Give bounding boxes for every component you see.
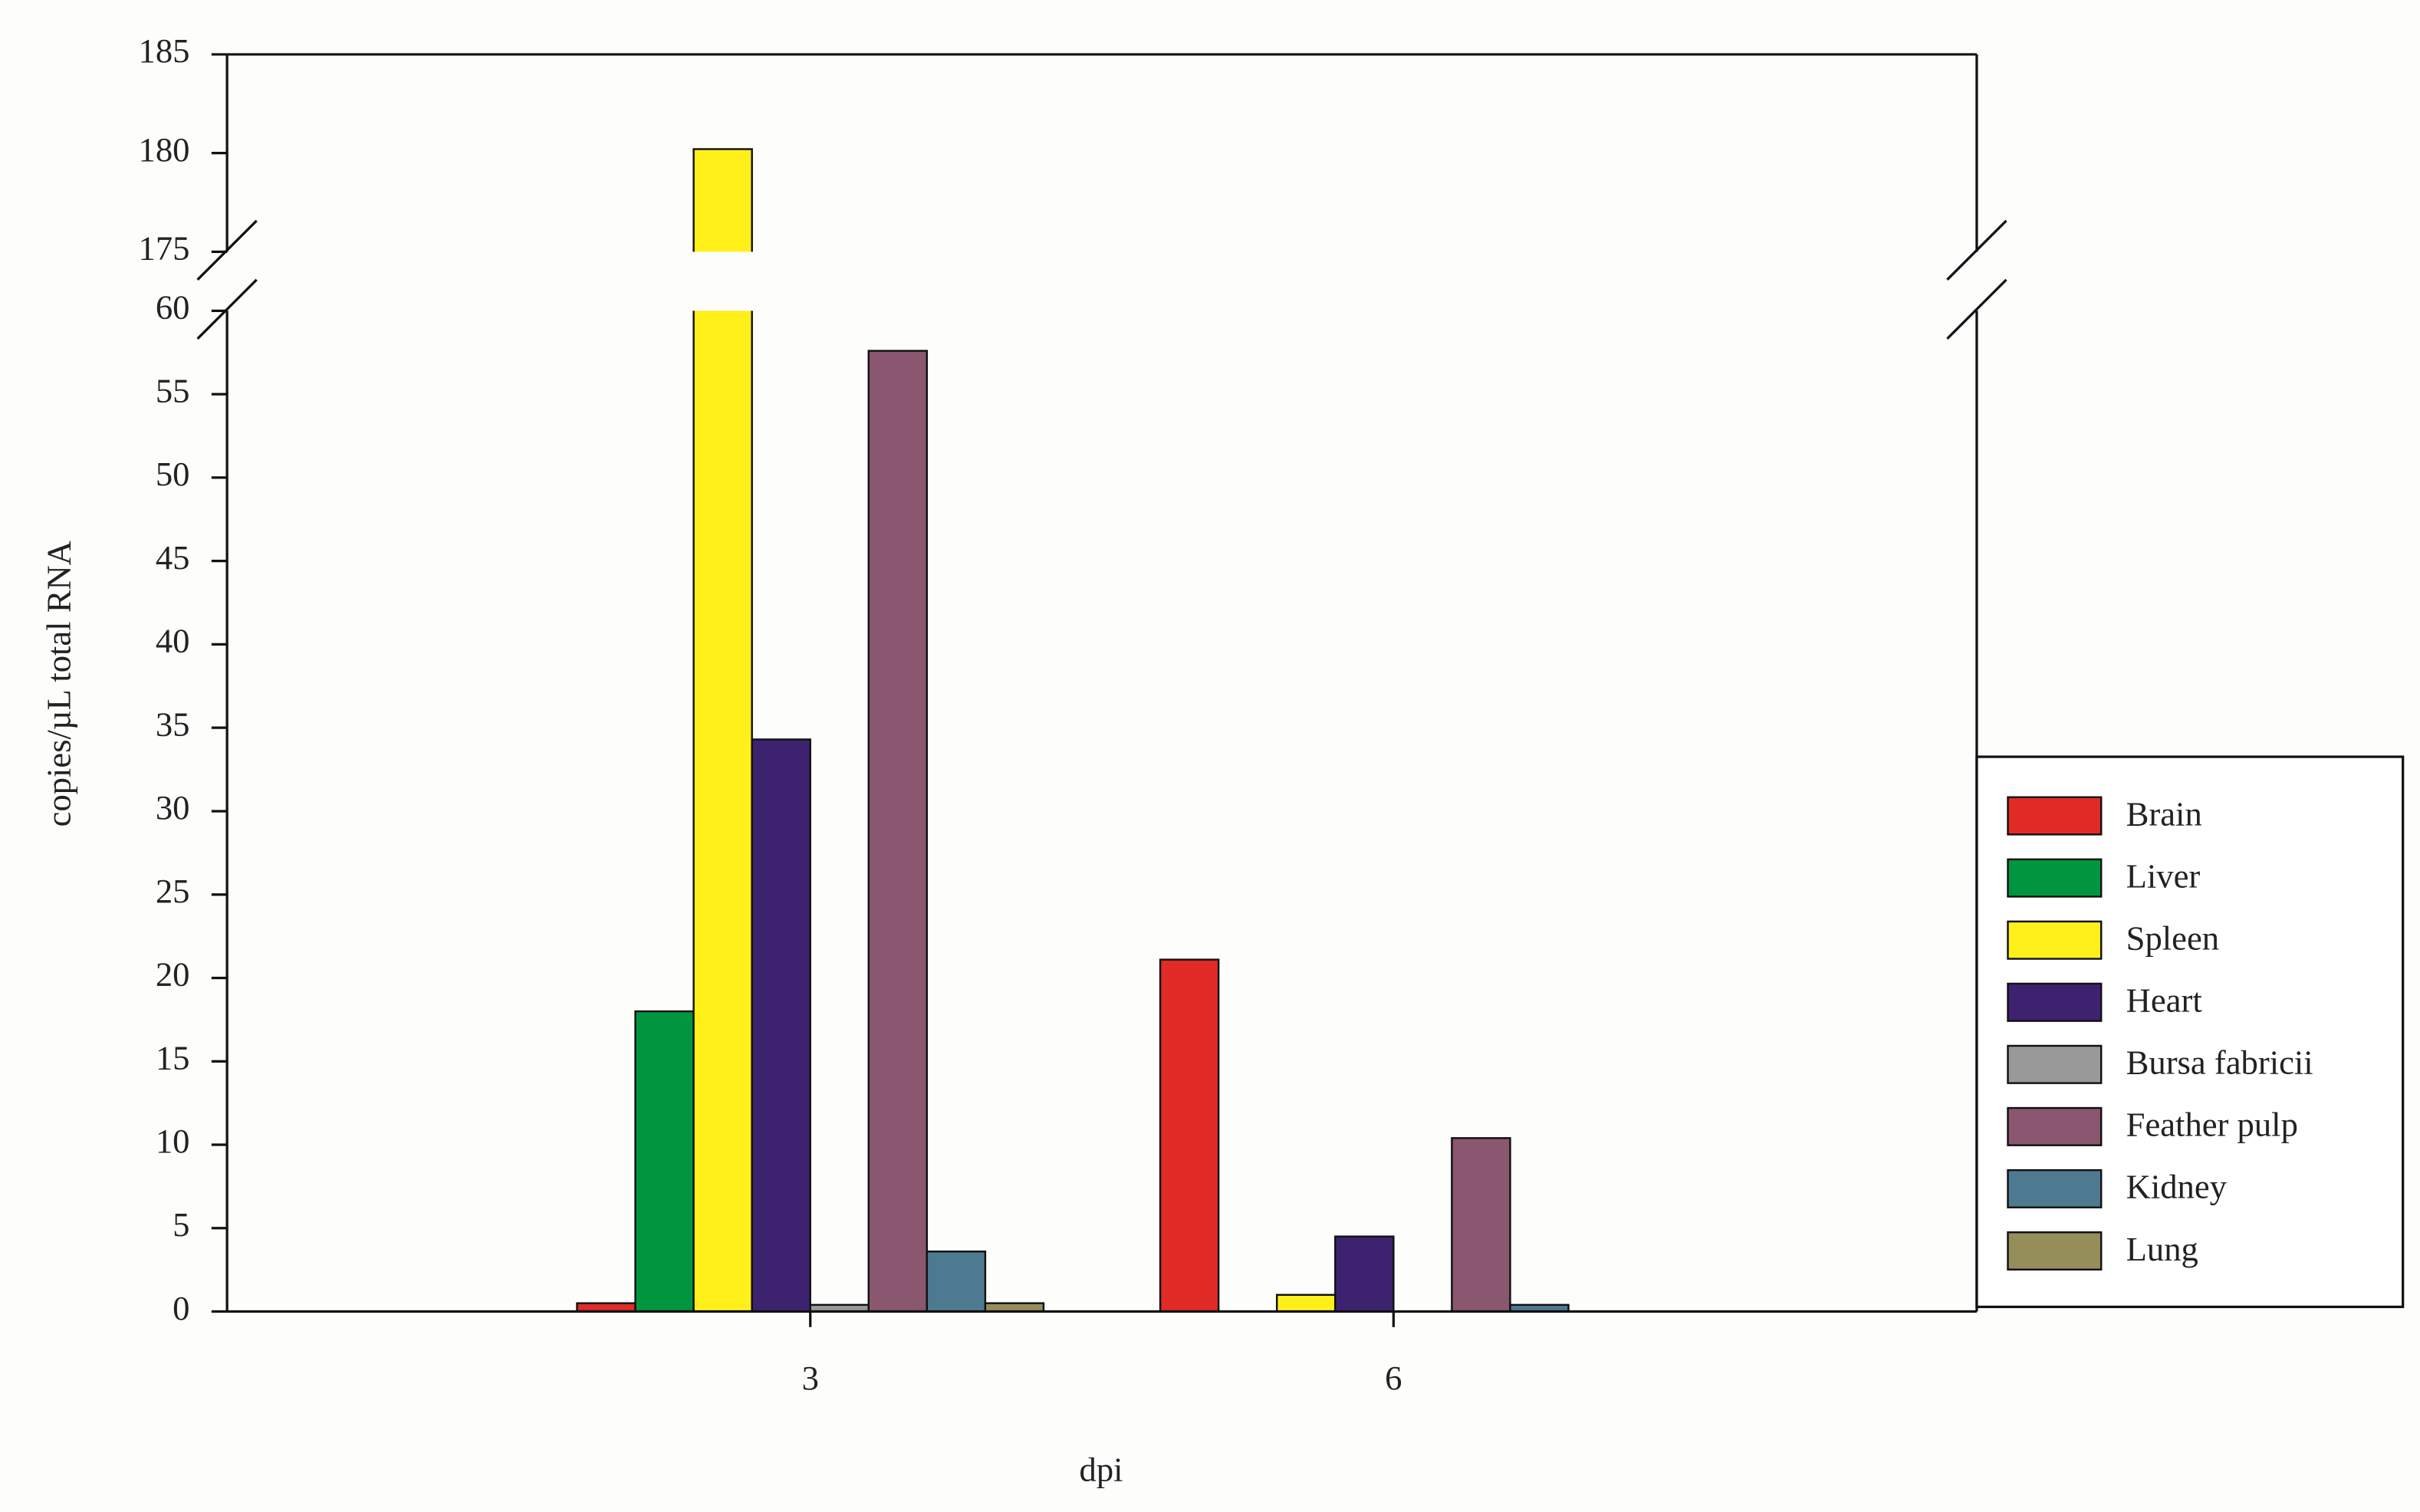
legend-label: Kidney: [2126, 1168, 2228, 1206]
plot: 0 5 10 15 20 25 30 35 40 45 50 55 60 175 180 185 3 6: [139, 31, 1570, 1397]
bar-break-gap: [690, 251, 755, 311]
legend-swatch: [2007, 796, 2103, 836]
break-mark: [196, 219, 258, 281]
legend-swatch: [2007, 1106, 2103, 1146]
legend-label: Lung: [2126, 1230, 2198, 1268]
break-mark: [1946, 278, 2007, 340]
bar: [692, 148, 753, 1313]
legend-swatch: [2007, 858, 2103, 898]
bar: [1275, 1293, 1337, 1313]
bar: [1451, 1137, 1511, 1313]
legend-box: [1975, 755, 2405, 1309]
x-tick-label: 6: [1385, 1359, 1402, 1397]
bar: [984, 1302, 1045, 1313]
legend-label: Brain: [2126, 794, 2202, 833]
legend-swatch: [2007, 1231, 2103, 1271]
bar: [634, 1010, 695, 1313]
bar: [867, 350, 929, 1313]
legend-swatch: [2007, 1169, 2103, 1208]
legend-swatch: [2007, 982, 2103, 1022]
y-tick-label: 45: [156, 538, 190, 577]
y-tick-label: 180: [139, 130, 190, 169]
y-tick-label: 35: [156, 705, 190, 743]
legend-label: Feather pulp: [2126, 1106, 2298, 1144]
break-mark: [196, 278, 258, 340]
y-tick-label: 40: [156, 622, 190, 660]
y-tick-label: 30: [156, 788, 190, 827]
y-tick-label: 5: [173, 1205, 189, 1244]
bar: [926, 1251, 987, 1313]
legend-label: Heart: [2126, 981, 2203, 1020]
x-tick-label: 3: [802, 1359, 819, 1397]
y-tick-label: 20: [156, 955, 190, 994]
y-tick-label: 60: [156, 288, 190, 327]
y-tick-label: 25: [156, 872, 190, 910]
legend-swatch: [2007, 1044, 2103, 1084]
bar: [576, 1302, 636, 1313]
x-axis-title: dpi: [1080, 1451, 1123, 1489]
bar: [751, 738, 811, 1313]
y-tick-label: 55: [156, 371, 190, 409]
legend-label: Liver: [2126, 856, 2201, 895]
legend-label: Bursa fabricii: [2126, 1044, 2313, 1082]
bar: [1334, 1235, 1395, 1313]
bar: [1159, 958, 1220, 1313]
y-tick-label: 15: [156, 1038, 190, 1076]
legend-swatch: [2007, 920, 2103, 960]
y-tick-label: 0: [173, 1289, 189, 1327]
y-tick-label: 175: [139, 229, 190, 268]
break-mark: [1946, 219, 2007, 281]
y-tick-label: 50: [156, 455, 190, 493]
legend-label: Spleen: [2126, 919, 2219, 957]
y-tick-label: 10: [156, 1122, 190, 1160]
y-axis-title: copies/µL total RNA: [39, 541, 77, 827]
y-tick-label: 185: [139, 31, 190, 70]
